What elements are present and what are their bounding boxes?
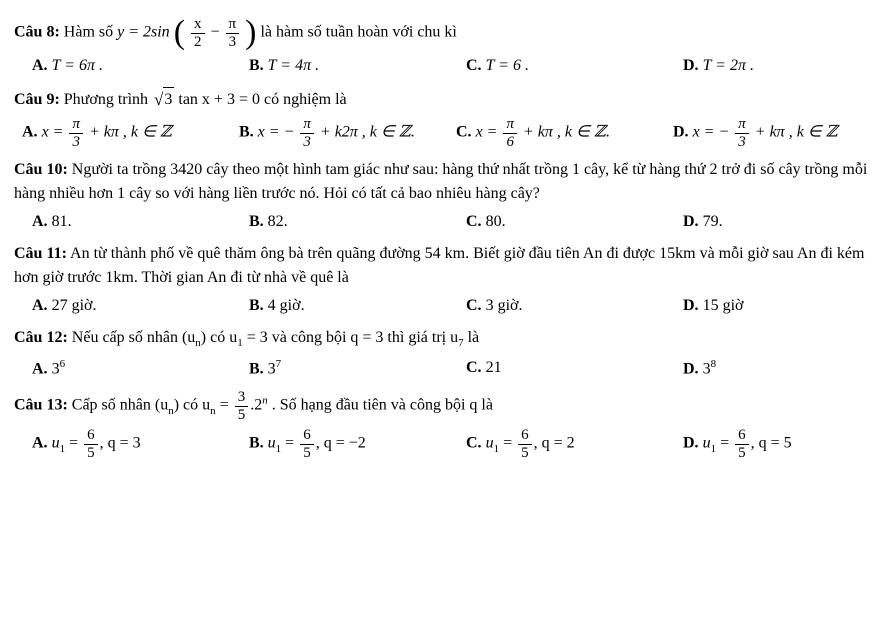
minus: − [211,24,224,41]
q10-options: A. 81. B. 82. C. 80. D. 79. [14,210,882,234]
question-12: Câu 12: Nếu cấp số nhân (un) có u1 = 3 v… [14,326,882,352]
opt-c: C. u1 = 65, q = 2 [448,427,665,461]
opt-c: C. 80. [448,210,665,234]
opt-b: B. 82. [231,210,448,234]
question-11: Câu 11: An từ thành phố về quê thăm ông … [14,242,882,290]
q11-options: A. 27 giờ. B. 4 giờ. C. 3 giờ. D. 15 giờ [14,294,882,318]
opt-c: C. 3 giờ. [448,294,665,318]
paren-right: ) [245,16,256,50]
opt-a: A. 81. [14,210,231,234]
q10-label: Câu 10: [14,161,68,178]
q12-label: Câu 12: [14,329,68,346]
frac-35: 35 [235,389,249,423]
q8-post: là hàm số tuần hoàn với chu kì [260,24,456,41]
opt-a: A. x = π3 + kπ , k ∈ ℤ [14,116,231,150]
q13-options: A. u1 = 65, q = 3 B. u1 = 65, q = −2 C. … [14,427,882,461]
opt-c: C. 21 [448,356,665,381]
opt-c: C. T = 6 . [448,54,665,78]
q12-options: A. 36 B. 37 C. 21 D. 38 [14,356,882,381]
opt-a: A. 27 giờ. [14,294,231,318]
q13-label: Câu 13: [14,397,68,414]
paren-left: ( [174,16,185,50]
question-9: Câu 9: Phương trình 3 tan x + 3 = 0 có n… [14,86,882,112]
opt-a: A. u1 = 65, q = 3 [14,427,231,461]
q8-eq: y = 2sin [117,24,170,41]
question-13: Câu 13: Cấp số nhân (un) có un = 35.2n .… [14,389,882,423]
opt-c: C. x = π6 + kπ , k ∈ ℤ. [448,116,665,150]
q8-label: Câu 8: [14,24,60,41]
frac-pi3: π 3 [226,16,240,50]
opt-d: D. T = 2π . [665,54,882,78]
opt-d: D. 38 [665,356,882,381]
opt-d: D. u1 = 65, q = 5 [665,427,882,461]
question-10: Câu 10: Người ta trồng 3420 cây theo một… [14,158,882,206]
q8-pre: Hàm số [64,24,117,41]
q8-options: A. T = 6π . B. T = 4π . C. T = 6 . D. T … [14,54,882,78]
opt-b: B. 4 giờ. [231,294,448,318]
frac-x2: x 2 [191,16,205,50]
q9-label: Câu 9: [14,91,60,108]
opt-b: B. 37 [231,356,448,381]
opt-a: A. T = 6π . [14,54,231,78]
opt-a: A. 36 [14,356,231,381]
q11-text: An từ thành phố về quê thăm ông bà trên … [14,245,864,286]
sqrt-icon: 3 [154,86,174,112]
opt-d: D. 15 giờ [665,294,882,318]
q9-options: A. x = π3 + kπ , k ∈ ℤ B. x = − π3 + k2π… [14,116,882,150]
opt-d: D. x = − π3 + kπ , k ∈ ℤ [665,116,882,150]
q10-text: Người ta trồng 3420 cây theo một hình ta… [14,161,867,202]
question-8: Câu 8: Hàm số y = 2sin ( x 2 − π 3 ) là … [14,16,882,50]
opt-b: B. u1 = 65, q = −2 [231,427,448,461]
opt-b: B. x = − π3 + k2π , k ∈ ℤ. [231,116,448,150]
opt-d: D. 79. [665,210,882,234]
opt-b: B. T = 4π . [231,54,448,78]
q11-label: Câu 11: [14,245,67,262]
